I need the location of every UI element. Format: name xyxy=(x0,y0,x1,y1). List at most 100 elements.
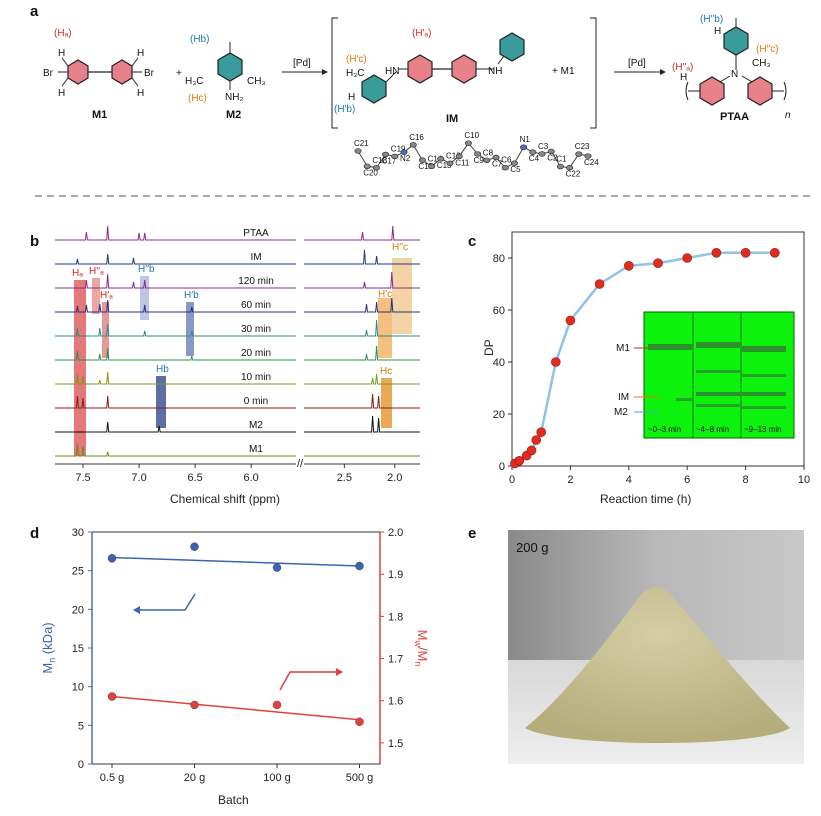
point-mw-mn xyxy=(272,700,282,710)
im-name: IM xyxy=(446,113,458,125)
tlc-inset-border xyxy=(643,311,795,439)
crystal-atom xyxy=(566,164,574,171)
dp-point xyxy=(653,258,663,269)
spectrum-trace-left xyxy=(55,421,296,433)
crystal-atom-label: C21 xyxy=(354,139,369,148)
crystal-atom xyxy=(400,149,408,155)
pdi-indicator-arrowhead xyxy=(336,668,343,676)
crystal-atom-label: C15 xyxy=(418,162,433,171)
point-mn xyxy=(272,563,282,572)
d-y-right-tick-label: 1.5 xyxy=(388,738,403,750)
spectrum-trace-left xyxy=(55,443,296,457)
d-y-left-tick-label: 10 xyxy=(72,682,84,694)
axis-break: // xyxy=(297,458,304,470)
d-y-left-tick-label: 15 xyxy=(72,643,84,655)
d-y-left-tick-label: 25 xyxy=(72,566,84,578)
crystal-atom xyxy=(455,153,463,160)
spectrum-30-min: 30 min xyxy=(55,319,420,337)
ptaa-h-1: H xyxy=(714,26,721,37)
spectrum-label: 0 min xyxy=(244,396,268,407)
d-y-left-tick-label: 20 xyxy=(72,604,84,616)
ylabel-left-m: M xyxy=(40,663,55,674)
d-y-right-tick-label: 1.6 xyxy=(388,696,403,708)
nmr-tick-label: 2.0 xyxy=(387,472,402,484)
spectrum-trace-right xyxy=(304,297,420,313)
d-y-left-tick-label: 5 xyxy=(78,720,84,732)
spectrum-trace-right xyxy=(304,249,420,265)
c-y-tick-label: 0 xyxy=(499,461,505,473)
im-structure xyxy=(361,32,525,104)
tlc-bands xyxy=(648,312,786,438)
spectrum-label: M2 xyxy=(249,420,263,431)
c-y-tick-label: 40 xyxy=(493,357,505,369)
spectrum-label: 30 min xyxy=(241,324,271,335)
panel-b-letter: b xyxy=(30,233,39,250)
chart-c-xlabel: Reaction time (h) xyxy=(600,492,691,506)
nmr-tick-label: 6.5 xyxy=(187,472,202,484)
pd-label-2: [Pd] xyxy=(628,58,646,69)
c-x-tick-label: 4 xyxy=(626,474,632,486)
ptaa-ha-label: (H′′ₐ) xyxy=(672,62,693,73)
d-y-right-tick-label: 1.8 xyxy=(388,611,403,623)
spectrum-label: IM xyxy=(250,252,261,263)
spectrum-trace-right xyxy=(304,345,420,361)
crystal-atom xyxy=(409,142,417,148)
crystal-atom-label: C2 xyxy=(547,153,558,162)
spectrum-m2: M2 xyxy=(55,415,420,433)
crystal-atom xyxy=(382,151,390,158)
dp-point xyxy=(682,253,693,263)
spectrum-trace-left xyxy=(55,273,296,289)
panel-e-letter: e xyxy=(468,525,476,542)
crystal-atom-label: C9 xyxy=(474,156,485,165)
crystal-atom xyxy=(556,163,564,170)
spectrum-60-min: 60 min xyxy=(55,297,420,313)
c-x-tick-label: 0 xyxy=(509,474,515,486)
crystal-atom xyxy=(437,156,445,162)
spectrum-120-min: 120 min xyxy=(55,271,420,289)
im-ha-label: (H′ₐ) xyxy=(412,28,431,39)
m2-ch3: CH₃ xyxy=(247,76,266,87)
point-mw-mn xyxy=(190,700,199,710)
inset-label-m2: M2 xyxy=(614,407,628,418)
crystal-atom xyxy=(538,151,546,157)
dp-point xyxy=(550,357,561,367)
ylabel-left-n: n xyxy=(47,658,57,663)
dp-point xyxy=(740,248,751,258)
m2-hc-label: (Hc) xyxy=(188,93,207,104)
point-mw-mn xyxy=(107,692,117,701)
peak-label-hc1: H′c xyxy=(378,289,392,300)
nmr-tick-label: 2.5 xyxy=(337,472,352,484)
im-nh: NH xyxy=(488,66,502,77)
peak-label-hb1: H′b xyxy=(184,290,199,301)
powder-pile xyxy=(525,587,790,743)
crystal-atom xyxy=(446,160,454,166)
nmr-spectra: PTAA IM 120 min 60 min 30 min 20 min 10 min 0 m… xyxy=(55,225,420,457)
chart-c-data xyxy=(510,248,780,469)
im-h3c: H₃C xyxy=(346,68,365,79)
spectrum-trace-right xyxy=(304,319,420,337)
point-mn xyxy=(355,561,364,571)
peak-label-hc: Hc xyxy=(380,366,392,377)
crystal-atom-label: N2 xyxy=(400,154,411,163)
d-x-tick-label: 500 g xyxy=(346,772,374,784)
spectrum-label: PTAA xyxy=(243,228,269,239)
peak-label-hb2: H′′b xyxy=(138,264,155,275)
spectrum-trace-right xyxy=(304,225,420,241)
nmr-tick-label: 7.0 xyxy=(131,472,146,484)
crystal-atom-label: C24 xyxy=(584,158,599,167)
m1-br-right: Br xyxy=(144,68,155,79)
crystal-atom xyxy=(483,157,491,163)
nmr-tick-label: 7.5 xyxy=(75,472,90,484)
c-x-tick-label: 10 xyxy=(798,474,810,486)
crystal-atom xyxy=(464,140,472,146)
ptaa-name: PTAA xyxy=(720,111,749,123)
crystal-atom-label: C8 xyxy=(483,148,494,157)
crystal-atom xyxy=(372,165,380,171)
crystal-atom-label: C16 xyxy=(409,133,424,142)
crystal-atom xyxy=(584,153,592,159)
crystal-atom-label: N1 xyxy=(520,135,531,144)
chart-d-ticks: 0.5 g 20 g 100 g 500 g 0 5 10 15 20 25 30 1.5 1.6 1.7… xyxy=(72,527,404,784)
spectrum-trace-left xyxy=(55,253,296,265)
dp-point xyxy=(594,279,605,289)
peak-label-ha: Hₐ xyxy=(72,268,83,279)
